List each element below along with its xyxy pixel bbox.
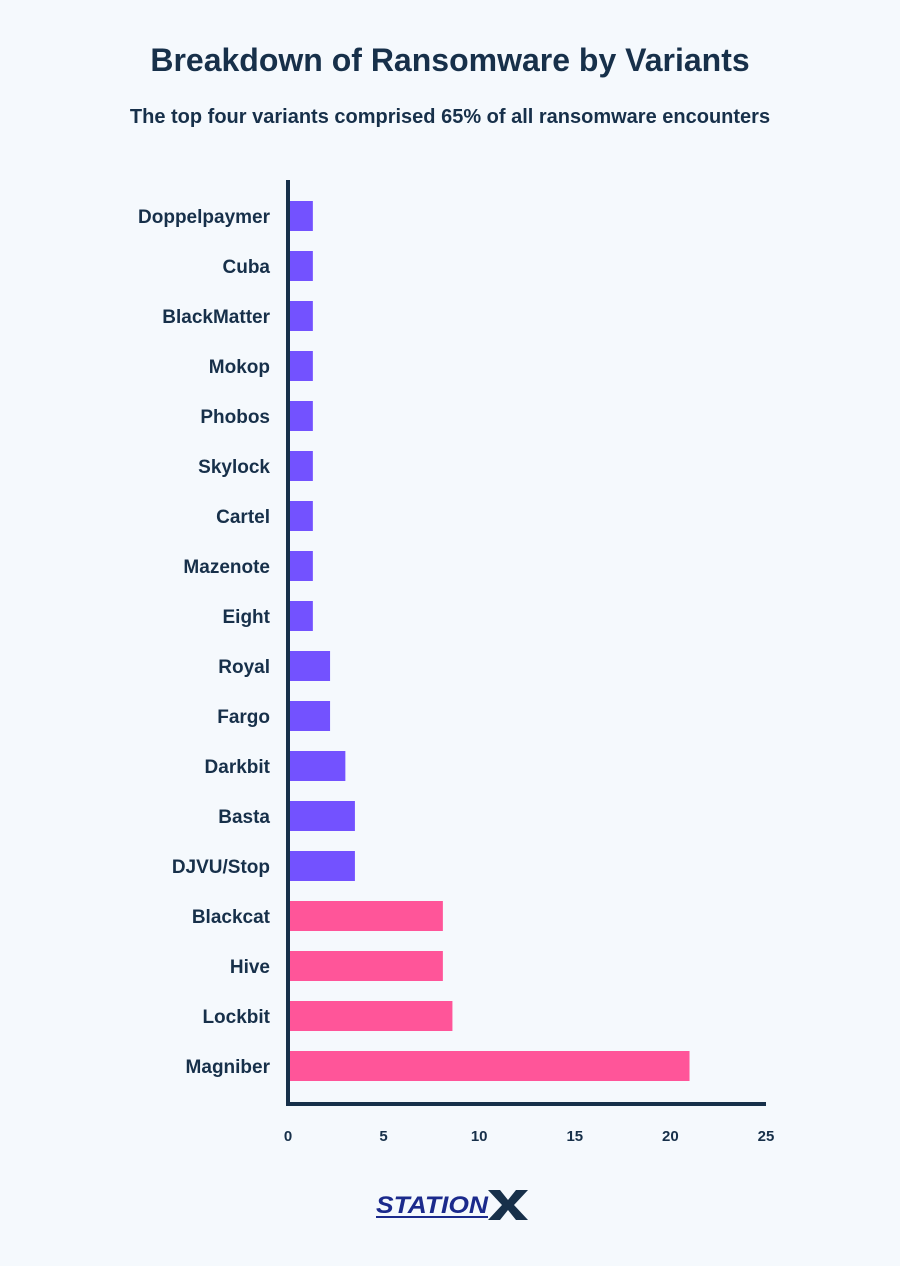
category-label: Cuba (223, 257, 271, 278)
bar-hive (288, 951, 443, 981)
bar-blackmatter (288, 301, 313, 331)
category-label: Darkbit (205, 757, 271, 778)
category-label: Fargo (217, 707, 270, 728)
bar-phobos (288, 401, 313, 431)
category-label: Skylock (198, 457, 270, 478)
category-label: Magniber (186, 1057, 271, 1078)
bar-magniber (288, 1051, 690, 1081)
x-tick-label: 0 (284, 1128, 292, 1145)
category-label: Hive (230, 957, 270, 978)
category-label: Doppelpaymer (138, 207, 271, 228)
x-tick-label: 15 (566, 1128, 583, 1145)
category-label: Basta (218, 807, 270, 828)
bar-cuba (288, 251, 313, 281)
category-label: Phobos (200, 407, 270, 428)
chart-title: Breakdown of Ransomware by Variants (150, 42, 750, 78)
x-tick-label: 5 (379, 1128, 387, 1145)
bar-djvu-stop (288, 851, 355, 881)
category-label: Mazenote (183, 557, 270, 578)
bar-blackcat (288, 901, 443, 931)
category-label: Blackcat (192, 907, 271, 928)
category-label: Cartel (216, 507, 270, 528)
chart-subtitle: The top four variants comprised 65% of a… (129, 106, 771, 128)
category-label: Eight (223, 607, 271, 628)
x-tick-label: 25 (758, 1128, 775, 1145)
svg-text:STATION: STATION (376, 1192, 489, 1219)
bar-mokop (288, 351, 313, 381)
category-label: Lockbit (202, 1007, 270, 1028)
category-label: Royal (218, 657, 270, 678)
bar-darkbit (288, 751, 346, 781)
stationx-logo: STATION (376, 1190, 528, 1220)
bar-skylock (288, 451, 313, 481)
x-tick-label: 20 (662, 1128, 679, 1145)
category-label: BlackMatter (162, 307, 270, 328)
bar-mazenote (288, 551, 313, 581)
bar-chart: Doppelpaymer Cuba BlackMatter Mokop Phobos Sk… (138, 180, 775, 1145)
bar-lockbit (288, 1001, 453, 1031)
bar-doppelpaymer (288, 201, 313, 231)
category-label: DJVU/Stop (172, 857, 270, 878)
bar-cartel (288, 501, 313, 531)
bar-fargo (288, 701, 331, 731)
x-tick-label: 10 (471, 1128, 488, 1145)
bar-basta (288, 801, 355, 831)
bar-eight (288, 601, 313, 631)
category-label: Mokop (209, 357, 270, 378)
bar-royal (288, 651, 331, 681)
